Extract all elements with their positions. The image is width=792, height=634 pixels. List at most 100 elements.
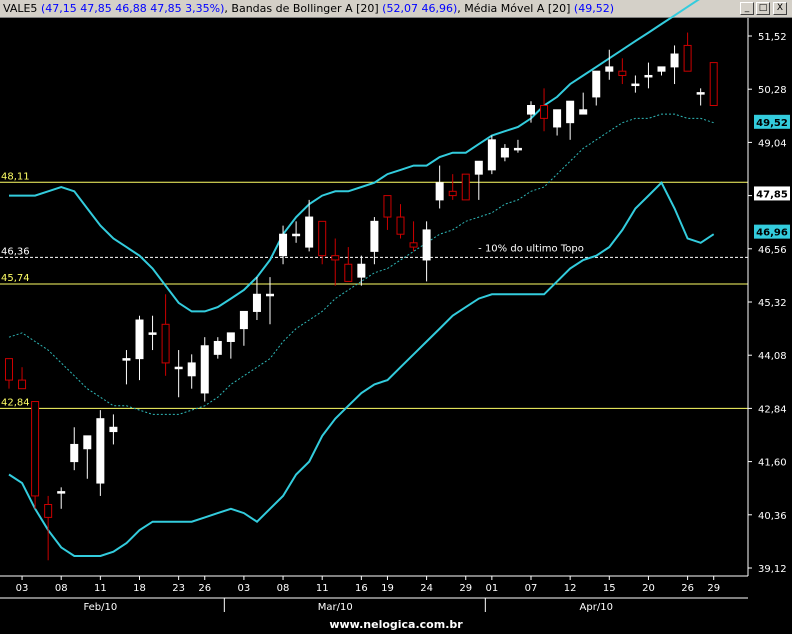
candle — [96, 410, 105, 496]
candle — [657, 66, 666, 76]
candle — [187, 354, 196, 389]
candle — [44, 495, 53, 561]
close-button[interactable]: X — [773, 2, 787, 15]
candle — [344, 247, 353, 282]
candle-body — [200, 345, 209, 394]
candle-body — [461, 173, 470, 201]
candle-body — [409, 242, 418, 248]
maximize-button[interactable]: □ — [756, 2, 770, 15]
candle — [31, 401, 40, 509]
candle — [487, 135, 496, 175]
x-tick-label: 26 — [681, 583, 694, 594]
x-tick-label: 01 — [485, 583, 498, 594]
candle-body — [644, 74, 653, 78]
candle — [70, 427, 79, 471]
candle — [57, 487, 66, 509]
candle-body — [657, 66, 666, 72]
candle-body — [448, 190, 457, 197]
candle-body — [579, 109, 588, 115]
candle — [527, 101, 535, 123]
indicator-lines — [8, 0, 715, 557]
candle-body — [618, 70, 627, 76]
x-tick-label: 20 — [642, 583, 655, 594]
candle-body — [122, 358, 131, 361]
candle — [644, 62, 653, 89]
candle-body — [553, 109, 562, 128]
candle-body — [592, 70, 601, 98]
candle-body — [135, 319, 144, 360]
candle — [370, 217, 379, 265]
month-label: Apr/10 — [580, 602, 613, 613]
candle — [135, 315, 144, 381]
candle — [409, 221, 418, 252]
candle-body — [57, 491, 66, 494]
candle-body — [709, 62, 718, 107]
candle — [161, 294, 170, 376]
candle-body — [540, 105, 549, 119]
bollinger-lower-line — [8, 181, 715, 557]
candle-body — [435, 182, 444, 201]
candle — [618, 58, 627, 85]
last-value-label: 47,85 — [756, 189, 788, 200]
level-label: 42,84 — [1, 397, 30, 408]
candle — [174, 350, 183, 398]
y-tick-label: 42,84 — [758, 404, 787, 415]
candle — [448, 174, 457, 200]
level-label: 45,74 — [1, 273, 30, 284]
candle-body — [213, 340, 222, 355]
candle-body — [487, 139, 496, 171]
x-tick-label: 19 — [381, 583, 394, 594]
candle-body — [357, 263, 366, 278]
candle — [500, 144, 509, 162]
candle-body — [383, 195, 392, 218]
x-tick-label: 24 — [420, 583, 433, 594]
y-tick-label: 40,36 — [758, 511, 787, 522]
candle — [631, 75, 640, 93]
last-value-badge — [754, 186, 790, 201]
x-tick-label: 29 — [459, 583, 472, 594]
x-tick-label: 03 — [16, 583, 29, 594]
candle — [670, 45, 679, 85]
candle-body — [631, 83, 640, 87]
candle-body — [670, 53, 679, 68]
candle — [279, 225, 288, 265]
candle — [435, 165, 444, 209]
candle-body — [279, 233, 288, 257]
x-tick-label: 07 — [525, 583, 538, 594]
x-tick-label: 26 — [198, 583, 211, 594]
candle-body — [605, 66, 614, 72]
candle — [305, 199, 314, 252]
candle — [696, 88, 705, 106]
candle — [579, 92, 588, 115]
y-tick-label: 39,12 — [758, 564, 787, 575]
candle-body — [422, 229, 431, 261]
candle — [709, 62, 718, 107]
candle — [252, 277, 261, 321]
y-tick-label: 45,32 — [758, 298, 787, 309]
y-tick-label: 49,04 — [758, 138, 787, 149]
bollinger-label: Bandas de Bollinger A [20] — [231, 2, 379, 15]
candle — [213, 337, 222, 359]
candle-body — [96, 418, 105, 484]
candle-body — [683, 44, 692, 72]
bollinger-values: (52,07 46,96) — [382, 2, 458, 15]
candle-body — [396, 216, 405, 235]
candle — [226, 332, 235, 359]
candle-body — [696, 92, 705, 95]
candle-body — [513, 147, 522, 151]
x-tick-label: 11 — [94, 583, 107, 594]
candle-body — [566, 100, 575, 124]
website-footer: www.nelogica.com.br — [329, 618, 463, 631]
minimize-button[interactable]: _ — [740, 2, 754, 15]
level-label: 48,11 — [1, 171, 30, 182]
x-tick-label: 18 — [133, 583, 146, 594]
candle — [540, 88, 549, 132]
candle-body — [148, 332, 157, 335]
annotation-label: - 10% do ultimo Topo — [478, 243, 584, 254]
ticker-label: VALE5 — [3, 2, 38, 15]
x-tick-label: 16 — [355, 583, 368, 594]
candle-body — [370, 220, 379, 252]
candle — [318, 220, 327, 265]
candle-body — [5, 358, 13, 381]
